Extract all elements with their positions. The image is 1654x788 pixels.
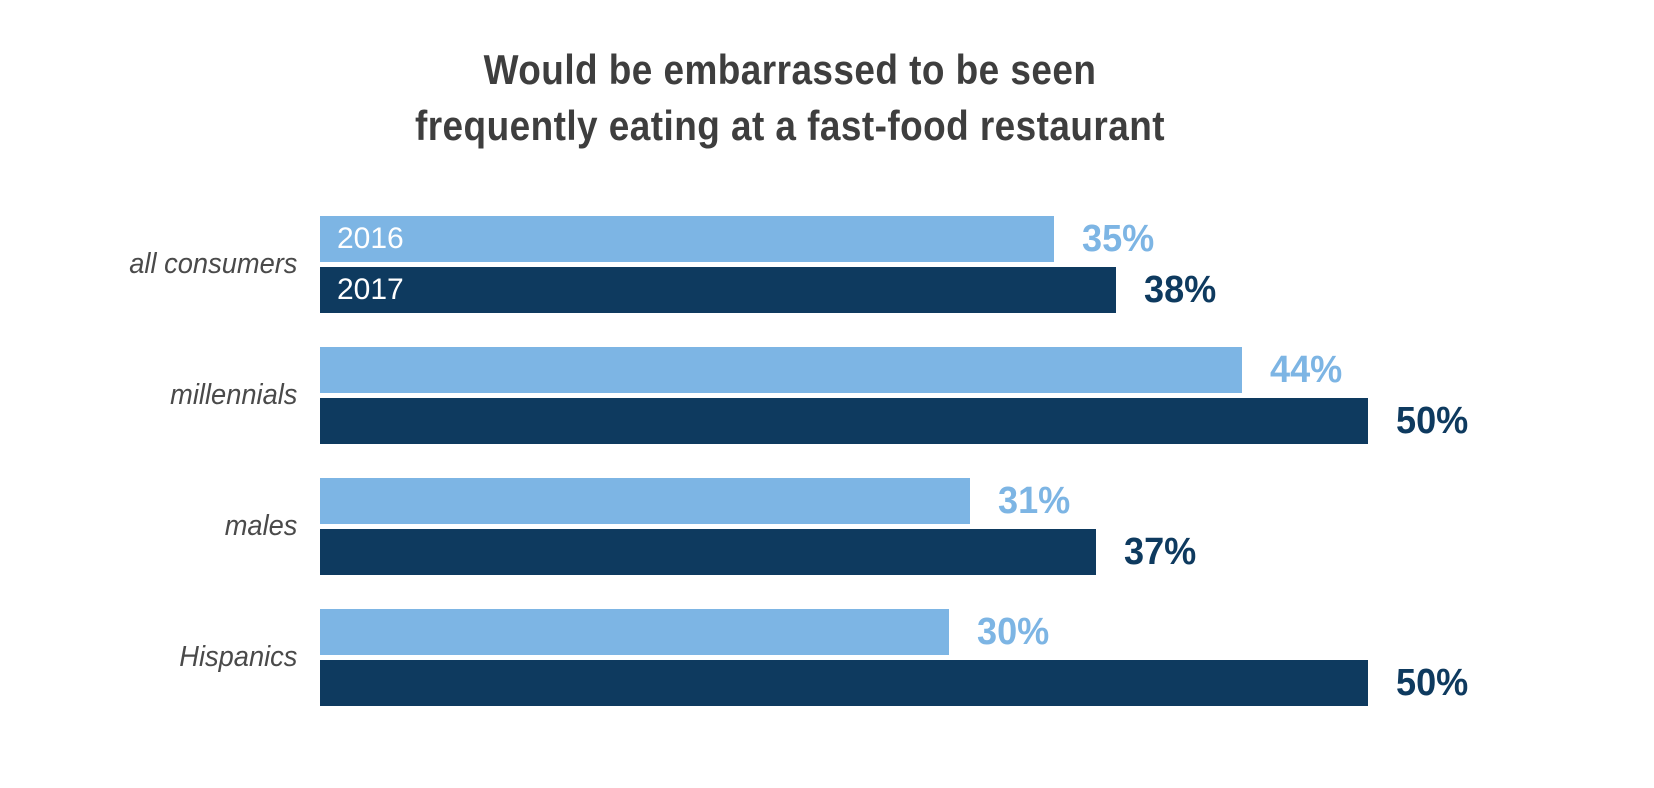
bar-row-2016-millennials: 44% <box>320 347 1472 393</box>
bar-pair-millennials: 44% 50% <box>320 347 1472 444</box>
bar-pair-all-consumers: 2016 35% 2017 38% <box>320 216 1220 313</box>
bar-2017-millennials <box>320 398 1368 444</box>
series-label-2017: 2017 <box>337 273 404 306</box>
category-label-hispanics: Hispanics <box>179 641 298 673</box>
value-label-2017-hispanics: 50% <box>1396 662 1469 704</box>
category-label-millennials: millennials <box>170 379 298 411</box>
value-label-2017-millennials: 50% <box>1396 400 1469 442</box>
value-label-2017-males: 37% <box>1124 531 1197 573</box>
category-label-males: males <box>224 510 298 542</box>
chart-group-males: males 31% 37% <box>0 478 1472 575</box>
bar-row-2016-males: 31% <box>320 478 1200 524</box>
bar-2016-millennials <box>320 347 1242 393</box>
bar-row-2017-all-consumers: 2017 38% <box>320 267 1220 313</box>
bar-2016-males <box>320 478 970 524</box>
value-label-2016-millennials: 44% <box>1270 349 1343 391</box>
chart-group-all-consumers: all consumers 2016 35% 2017 38% <box>0 216 1472 313</box>
bar-row-2017-hispanics: 50% <box>320 660 1472 706</box>
bar-2016-all-consumers: 2016 <box>320 216 1054 262</box>
value-label-2016-all-consumers: 35% <box>1082 218 1155 260</box>
category-label-all-consumers: all consumers <box>129 248 298 280</box>
value-label-2017-all-consumers: 38% <box>1144 269 1217 311</box>
bar-2017-hispanics <box>320 660 1368 706</box>
bar-row-2017-males: 37% <box>320 529 1200 575</box>
chart-group-hispanics: Hispanics 30% 50% <box>0 609 1472 706</box>
chart-title-line-1: Would be embarrassed to be seen <box>483 46 1097 93</box>
value-label-2016-males: 31% <box>998 480 1071 522</box>
bar-row-2016-hispanics: 30% <box>320 609 1472 655</box>
bar-pair-hispanics: 30% 50% <box>320 609 1472 706</box>
chart-title-line-2: frequently eating at a fast-food restaur… <box>414 102 1166 149</box>
series-label-2016: 2016 <box>337 222 404 255</box>
chart-title: Would be embarrassed to be seen frequent… <box>95 42 1485 154</box>
value-label-2016-hispanics: 30% <box>977 611 1050 653</box>
bar-2017-males <box>320 529 1096 575</box>
bar-2016-hispanics <box>320 609 949 655</box>
chart-plot: all consumers 2016 35% 2017 38% millennials 44… <box>0 216 1472 706</box>
bar-pair-males: 31% 37% <box>320 478 1200 575</box>
bar-row-2017-millennials: 50% <box>320 398 1472 444</box>
chart-group-millennials: millennials 44% 50% <box>0 347 1472 444</box>
bar-row-2016-all-consumers: 2016 35% <box>320 216 1220 262</box>
bar-2017-all-consumers: 2017 <box>320 267 1116 313</box>
